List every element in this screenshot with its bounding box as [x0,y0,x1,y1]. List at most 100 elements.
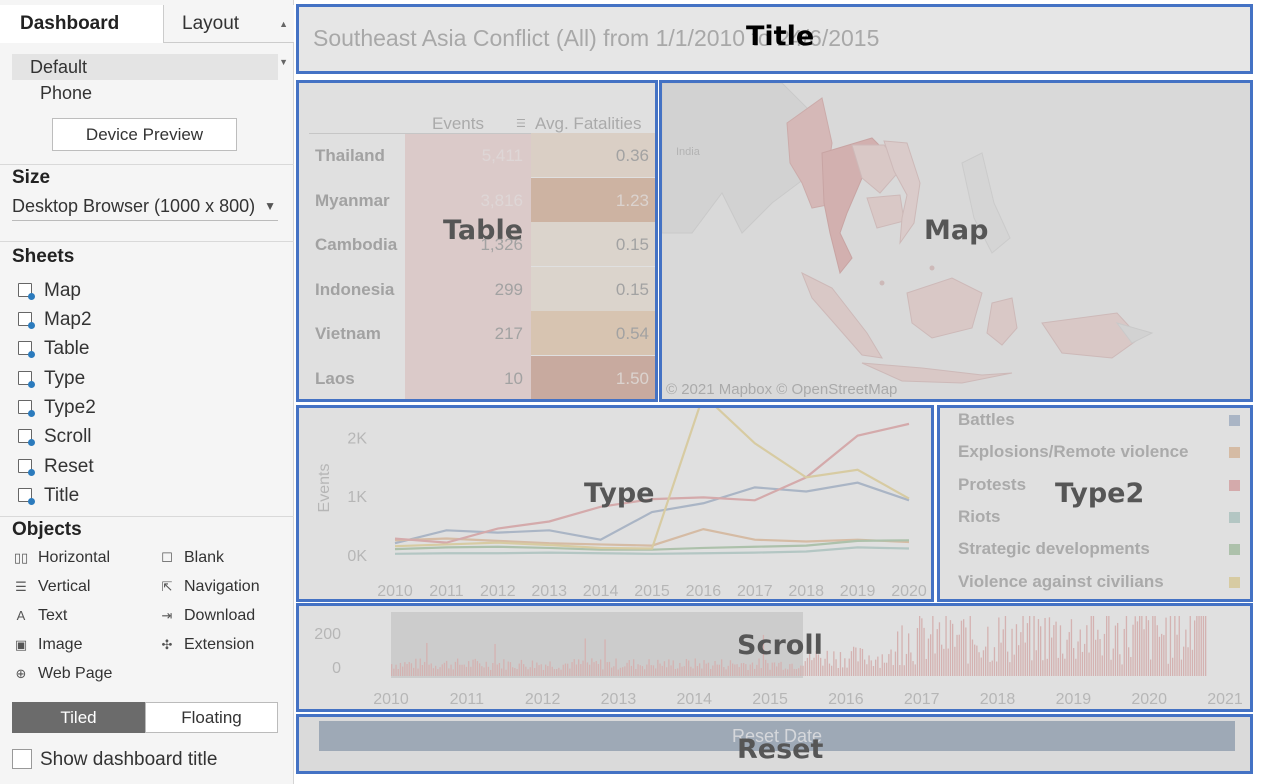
chevron-updown-icon: ▲ ▼ [279,19,288,67]
row-country[interactable]: Myanmar [315,190,390,210]
bar [1084,643,1086,676]
row-country[interactable]: Thailand [315,146,385,165]
object-extension[interactable]: ✣ Extension [158,633,255,657]
row-fatalities[interactable]: 0.15 [615,279,649,299]
show-title-checkbox[interactable]: Show dashboard title [12,748,217,772]
sort-icon[interactable]: ☰ [516,118,526,130]
row-country[interactable]: Indonesia [315,279,395,299]
type2-zone[interactable]: Battles Explosions/Remote violence Protest… [937,405,1253,602]
table-zone[interactable]: Events ☰ Avg. Fatalities Thailand 5,411 0.… [296,80,658,402]
bar [465,666,468,676]
object-download[interactable]: ⇥ Download [158,604,256,628]
bar [754,668,756,676]
device-phone[interactable]: Phone [40,83,93,103]
row-fatalities[interactable]: 0.36 [615,146,649,165]
bar [980,657,982,676]
row-events[interactable]: 299 [494,279,523,299]
series-line[interactable] [394,539,910,551]
bar [1158,636,1161,676]
sheet-item[interactable]: Map [18,277,81,305]
legend-item[interactable]: Riots [958,507,1250,529]
scroll-zone[interactable]: 200 0 2010 2011 2012 2013 2014 2015 2016 2017 2018… [296,603,1253,712]
map-canvas[interactable]: India [662,83,1250,399]
bar [538,665,540,676]
row-events[interactable]: 5,411 [481,146,523,165]
legend-item[interactable]: Battles [958,410,1250,432]
bar [1062,653,1064,676]
x-tick-label: 2010 [373,691,409,708]
row-events[interactable]: 3,816 [480,190,523,210]
series-line[interactable] [394,408,910,550]
bar [892,665,894,676]
col-header-events[interactable]: Events [432,114,484,133]
size-value: Desktop Browser (1000 x 800) [12,196,256,216]
tab-dashboard[interactable]: Dashboard [0,5,164,43]
row-country[interactable]: Laos [315,368,355,388]
sheet-item[interactable]: Reset [18,453,94,481]
title-zone[interactable]: Southeast Asia Conflict (All) from 1/1/2… [296,4,1253,74]
bar [547,665,549,676]
object-label: Blank [184,549,225,566]
object-web-page[interactable]: ⊕ Web Page [12,662,113,686]
legend-item[interactable]: Strategic developments [958,539,1250,561]
bar [705,663,707,676]
row-fatalities[interactable]: 1.23 [615,190,649,210]
bar [1145,616,1147,676]
bar [1147,620,1150,676]
bar [725,669,727,676]
size-dropdown[interactable]: Desktop Browser (1000 x 800) ▼ [12,193,278,221]
floating-toggle[interactable]: Floating [145,702,278,733]
tiled-toggle[interactable]: Tiled [12,702,145,733]
object-vertical[interactable]: ☰ Vertical [12,575,90,599]
sheet-item[interactable]: Scroll [18,423,92,451]
bar [663,661,666,676]
bar-series[interactable] [391,616,1207,676]
row-country[interactable]: Vietnam [315,324,381,343]
legend-item[interactable]: Protests [958,475,1250,497]
series-line[interactable] [394,481,910,545]
object-navigation[interactable]: ⇱ Navigation [158,575,260,599]
row-events[interactable]: 217 [494,324,523,343]
object-image[interactable]: ▣ Image [12,633,83,657]
reset-date-button[interactable]: Reset Date [319,721,1235,751]
map-zone[interactable]: India © 2021 Mapbox © OpenStreetMap Map [659,80,1253,402]
tab-layout[interactable]: Layout ▲ ▼ [164,5,294,67]
object-text[interactable]: A Text [12,604,68,628]
device-preview-button[interactable]: Device Preview [52,118,237,151]
row-fatalities[interactable]: 0.54 [615,324,649,343]
sheet-item[interactable]: Map2 [18,306,92,334]
sheet-item[interactable]: Title [18,482,79,510]
legend-item[interactable]: Explosions/Remote violence [958,442,1250,464]
bar [674,668,677,676]
device-default[interactable]: Default [12,54,278,80]
sheet-label: Type [44,368,86,389]
bar [769,669,771,676]
bar [1200,616,1202,676]
legend-item[interactable]: Violence against civilians [958,572,1250,594]
zone-label-reset: Reset [737,734,824,765]
sheet-item[interactable]: Type2 [18,394,96,422]
row-fatalities[interactable]: 0.15 [615,235,649,254]
checkbox-icon[interactable] [12,749,32,769]
bar [659,663,661,676]
sheet-item[interactable]: Type [18,365,85,393]
reset-zone[interactable]: Reset Date Reset [296,714,1253,774]
row-country[interactable]: Cambodia [315,235,398,254]
object-blank[interactable]: ☐ Blank [158,546,224,570]
series-line[interactable] [394,422,910,544]
scroll-bar-chart[interactable]: 200 0 2010 2011 2012 2013 2014 2015 2016 2017 2018… [299,606,1250,709]
object-horizontal[interactable]: ▯▯ Horizontal [12,546,110,570]
row-events[interactable]: 10 [504,368,523,388]
bar [927,638,930,676]
line-chart[interactable]: Events 2K 1K 0K 2010 2011 2012 2013 2014 2015 2016… [299,408,931,599]
bar [1101,655,1103,676]
col-header-fatalities[interactable]: Avg. Fatalities [535,114,642,133]
object-label: Text [38,607,68,624]
row-events[interactable]: 1,326 [480,235,523,254]
sheet-item[interactable]: Table [18,335,89,363]
bar [408,661,410,676]
row-fatalities[interactable]: 1.50 [615,368,649,388]
map-credit[interactable]: © 2021 Mapbox © OpenStreetMap [666,381,898,398]
type-zone[interactable]: Events 2K 1K 0K 2010 2011 2012 2013 2014 2015 2016… [296,405,934,602]
series-line[interactable] [394,546,910,555]
